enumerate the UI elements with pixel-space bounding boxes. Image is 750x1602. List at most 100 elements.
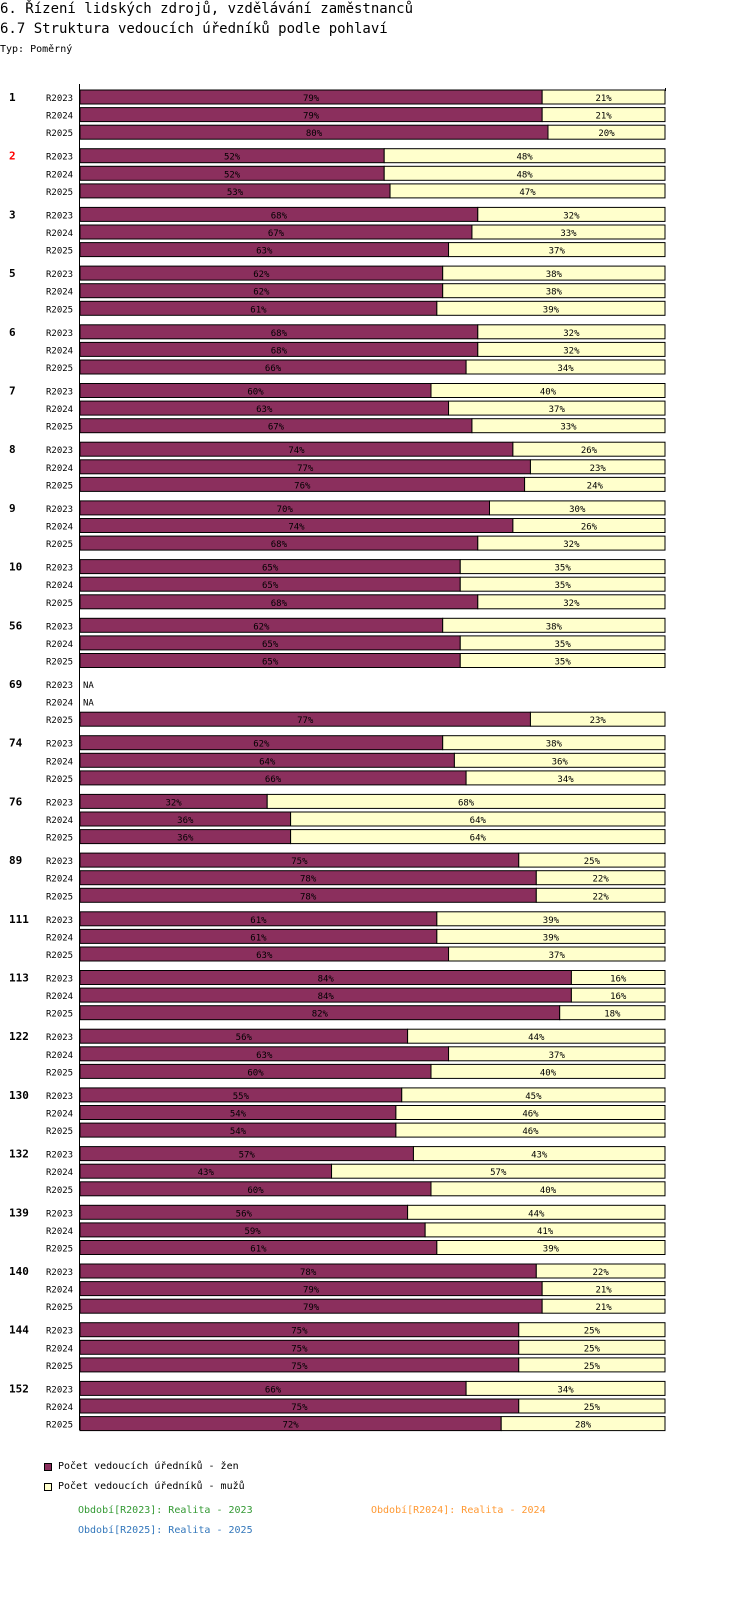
bar-men (471, 224, 666, 240)
na-label: NA (83, 681, 94, 691)
data-label-men: 21% (595, 94, 612, 104)
data-label-women: 63% (256, 951, 273, 961)
data-label-men: 40% (540, 1068, 557, 1078)
period-label: R2023 (46, 564, 73, 574)
chart-title: 6.7 Struktura vedoucích úředníků podle p… (0, 21, 388, 37)
period-label: R2023 (46, 1092, 73, 1102)
bar-men (436, 928, 666, 944)
group-label: 10 (9, 561, 22, 574)
bar-men (448, 946, 666, 962)
bar-men (442, 283, 666, 299)
data-label-women: 75% (291, 1403, 308, 1413)
data-label-men: 43% (531, 1151, 548, 1161)
data-label-women: 57% (239, 1151, 256, 1161)
period-label: R2025 (46, 1245, 73, 1255)
data-label-women: 67% (268, 423, 285, 433)
legend-swatch-men (44, 1483, 52, 1491)
group-label: 74 (9, 737, 23, 750)
bar-men (448, 400, 666, 416)
bar-men (524, 476, 666, 492)
bar-men (442, 735, 666, 751)
data-label-men: 32% (563, 346, 580, 356)
period-label: R2024 (46, 1168, 73, 1178)
bar-men (529, 459, 666, 475)
period-label: R2023 (46, 388, 73, 398)
data-label-women: 79% (303, 112, 320, 122)
data-label-women: 64% (259, 757, 276, 767)
data-label-men: 44% (528, 1033, 545, 1043)
period-label: R2023 (46, 94, 73, 104)
bar-men (518, 1357, 666, 1373)
data-label-women: 36% (177, 816, 194, 826)
bar-men (541, 89, 666, 105)
bar-men (477, 206, 666, 222)
data-label-men: 38% (546, 288, 563, 298)
data-label-women: 65% (262, 581, 279, 591)
period-label: R2024 (46, 581, 73, 591)
data-label-men: 20% (598, 129, 615, 139)
period-label: R2024 (46, 1051, 73, 1061)
data-label-women: 84% (318, 975, 335, 985)
data-label-men: 30% (569, 505, 586, 515)
data-label-men: 48% (516, 170, 533, 180)
data-label-men: 35% (554, 640, 571, 650)
bar-men (436, 1240, 666, 1255)
data-label-men: 28% (575, 1421, 592, 1431)
data-label-men: 40% (540, 388, 557, 398)
bar-men (465, 1380, 666, 1396)
data-label-women: 62% (253, 622, 270, 632)
data-label-women: 55% (233, 1092, 250, 1102)
period-label: R2023 (46, 1268, 73, 1278)
data-label-women: 65% (262, 564, 279, 574)
data-label-women: 79% (303, 1286, 320, 1296)
data-label-men: 35% (554, 564, 571, 574)
data-label-men: 36% (552, 757, 569, 767)
period-label: R2023 (46, 153, 73, 163)
data-label-women: 74% (288, 523, 305, 533)
data-label-men: 46% (522, 1110, 539, 1120)
bar-men (559, 1005, 666, 1021)
bar-men (500, 1416, 666, 1432)
group-label: 3 (9, 208, 16, 221)
data-label-women: 75% (291, 1327, 308, 1337)
bar-men (453, 752, 666, 768)
data-label-men: 39% (543, 305, 560, 315)
bar-men (459, 576, 666, 592)
bar-men (266, 793, 666, 809)
bar-men (465, 770, 666, 786)
data-label-women: 63% (256, 405, 273, 415)
data-label-women: 62% (253, 270, 270, 280)
data-label-women: 75% (291, 1344, 308, 1354)
period-label: R2023 (46, 329, 73, 339)
bar-men (570, 987, 666, 1003)
period-label: R2024 (46, 1344, 73, 1354)
period-label: R2023 (46, 1327, 73, 1337)
period-label: R2025 (46, 716, 73, 726)
bar-men (535, 1263, 666, 1279)
data-label-women: 54% (230, 1127, 247, 1137)
bar-men (477, 324, 666, 340)
group-label: 152 (9, 1382, 29, 1395)
data-label-men: 40% (540, 1186, 557, 1196)
data-label-women: 82% (312, 1010, 329, 1020)
data-label-men: 39% (543, 1245, 560, 1255)
bar-men (518, 852, 666, 868)
period-label: R2025 (46, 1127, 73, 1137)
group-label: 139 (9, 1206, 29, 1219)
bar-men (541, 1298, 666, 1314)
group-label: 5 (9, 267, 16, 280)
bar-men (529, 711, 666, 727)
data-label-men: 25% (584, 1327, 601, 1337)
period-label: R2025 (46, 1010, 73, 1020)
data-label-women: 56% (236, 1209, 253, 1219)
bar-men (401, 1087, 666, 1103)
data-label-men: 25% (584, 1403, 601, 1413)
group-label: 1 (9, 91, 16, 104)
group-label: 56 (9, 619, 23, 632)
data-label-men: 25% (584, 1362, 601, 1372)
data-label-men: 39% (543, 933, 560, 943)
data-label-men: 38% (546, 740, 563, 750)
data-label-men: 35% (554, 581, 571, 591)
data-label-men: 24% (587, 481, 604, 491)
data-label-men: 26% (581, 446, 598, 456)
